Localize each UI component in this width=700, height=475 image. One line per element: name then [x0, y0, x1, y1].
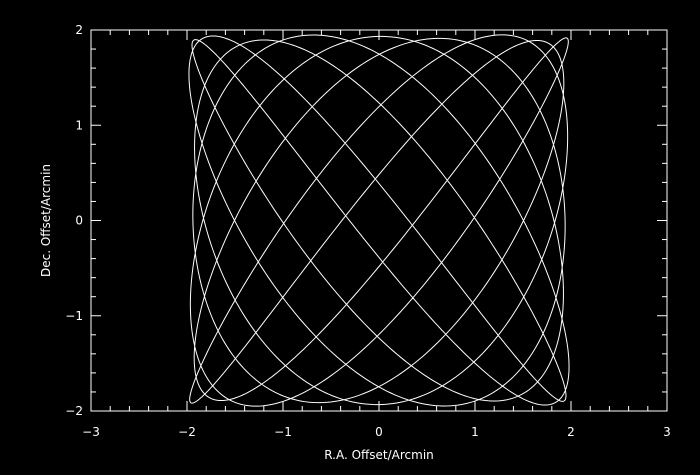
axis-ticks — [90, 29, 668, 412]
y-tick-label: 1 — [75, 118, 83, 132]
scan-trajectory-line — [188, 34, 570, 407]
y-tick-label: 0 — [75, 214, 83, 228]
y-tick-label: 2 — [75, 23, 83, 37]
y-tick-label: −1 — [65, 309, 83, 323]
x-tick-label: 2 — [567, 425, 575, 439]
x-axis-label: R.A. Offset/Arcmin — [324, 448, 434, 462]
x-tick-label: 1 — [471, 425, 479, 439]
x-tick-label: 0 — [375, 425, 383, 439]
y-axis-label: Dec. Offset/Arcmin — [39, 164, 53, 277]
axis-tick-labels: −3 −2 −1 0 1 2 3 −2 −1 0 1 2 — [65, 23, 671, 439]
x-tick-label: 3 — [663, 425, 671, 439]
x-tick-label: −1 — [274, 425, 292, 439]
x-tick-label: −2 — [178, 425, 196, 439]
x-tick-label: −3 — [82, 425, 100, 439]
y-tick-label: −2 — [65, 404, 83, 418]
